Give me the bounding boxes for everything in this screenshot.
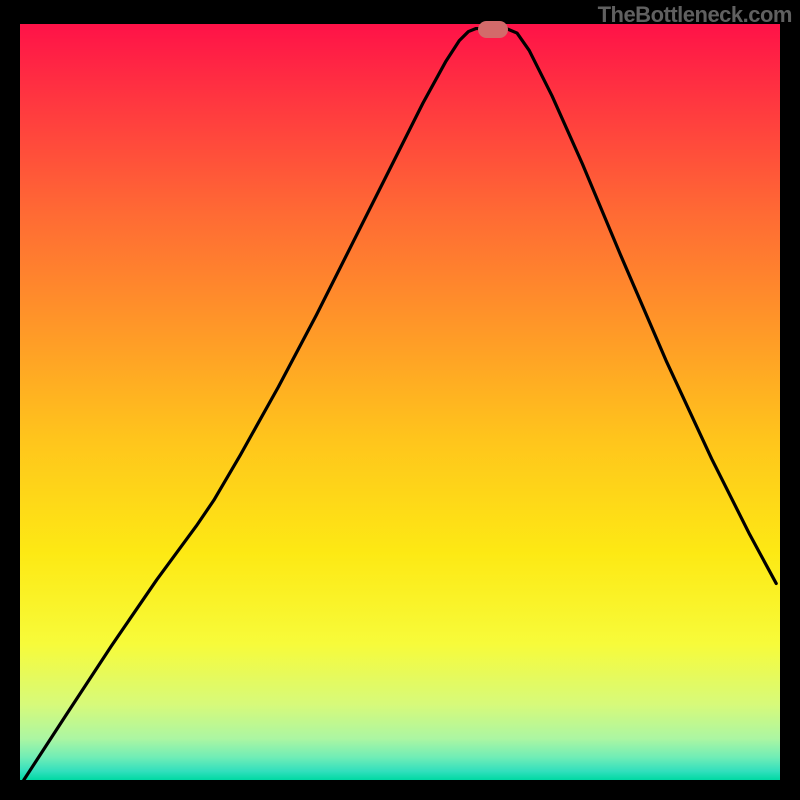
gradient-background bbox=[20, 24, 780, 780]
chart-container: TheBottleneck.com bbox=[0, 0, 800, 800]
watermark-text: TheBottleneck.com bbox=[598, 2, 792, 28]
optimal-marker bbox=[478, 21, 508, 38]
bottleneck-plot bbox=[20, 24, 780, 780]
